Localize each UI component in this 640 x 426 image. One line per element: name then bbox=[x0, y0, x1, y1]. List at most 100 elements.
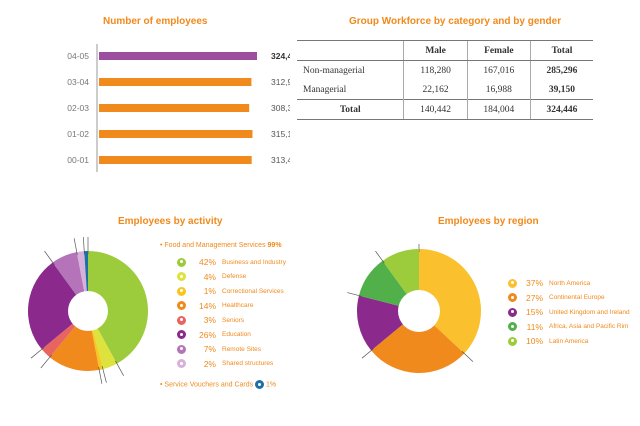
bar-value-label: 312,975 bbox=[271, 77, 290, 87]
legend-label: Healthcare bbox=[222, 302, 254, 309]
bar bbox=[99, 52, 257, 60]
legend-dot-icon bbox=[177, 359, 186, 368]
legend-label: Latin America bbox=[549, 337, 589, 345]
legend-label: Education bbox=[222, 331, 251, 338]
legend-item: 26% Education bbox=[177, 329, 251, 341]
pie-leader-line bbox=[375, 250, 385, 264]
region-pie-chart bbox=[347, 244, 481, 373]
legend-item: 10% Latin America bbox=[508, 335, 588, 347]
bullet-icon: • bbox=[160, 242, 163, 249]
row-label: Managerial bbox=[303, 84, 347, 95]
pie-leader-line bbox=[83, 237, 85, 255]
total-label: Total bbox=[297, 99, 404, 120]
bar-category-label: 00-01 bbox=[67, 155, 89, 165]
table-row: Managerial 22,162 16,988 39,150 bbox=[297, 80, 593, 100]
cell-male: 22,162 bbox=[403, 80, 468, 100]
legend-item: 42% Business and Industry bbox=[177, 256, 286, 268]
cell-male: 118,280 bbox=[403, 60, 468, 80]
legend-pct: 4% bbox=[203, 271, 216, 282]
legend-dot-icon bbox=[177, 257, 186, 267]
activity-footer-label: Service Vouchers and Cards bbox=[164, 381, 254, 389]
workforce-table: Male Female Total Non-managerial 118,280… bbox=[297, 40, 593, 120]
bar-category-label: 03-04 bbox=[67, 77, 89, 87]
pie-slice bbox=[371, 311, 465, 373]
legend-label: Africa, Asia and Pacific Rim bbox=[549, 323, 629, 330]
legend-item: 11% Africa, Asia and Pacific Rim bbox=[508, 321, 628, 333]
bar-category-label: 01-02 bbox=[67, 129, 89, 139]
legend-item: 27% Continental Europe bbox=[508, 292, 605, 304]
legend-label: Business and Industry bbox=[222, 258, 286, 266]
pie-leader-line bbox=[40, 354, 52, 369]
legend-dot-icon bbox=[177, 272, 186, 281]
legend-dot-icon bbox=[508, 322, 517, 331]
legend-pct: 15% bbox=[525, 307, 543, 317]
activity-header-pct: 99% bbox=[267, 242, 282, 249]
bullet-icon: • bbox=[160, 381, 163, 389]
table-row: Non-managerial 118,280 167,016 285,296 bbox=[297, 60, 593, 80]
pie-leader-line bbox=[361, 348, 374, 359]
activity-pie-chart bbox=[27, 237, 149, 384]
region-legend: 37% North America 27% Continental Europe 15%… bbox=[508, 277, 638, 357]
table-header-female: Female bbox=[466, 40, 531, 61]
bar bbox=[99, 104, 250, 112]
total-total: 324,446 bbox=[529, 99, 593, 120]
activity-footer-pct: 1% bbox=[266, 381, 277, 389]
cell-female: 167,016 bbox=[466, 60, 531, 80]
bar-value-label: 324,446 bbox=[271, 51, 290, 61]
legend-label: Seniors bbox=[222, 316, 245, 324]
legend-dot-icon bbox=[177, 301, 186, 310]
pie-slice bbox=[419, 249, 481, 354]
cell-total: 39,150 bbox=[529, 80, 593, 100]
legend-dot-icon bbox=[508, 336, 517, 346]
pie-leader-line bbox=[44, 250, 55, 266]
bar-category-label: 02-03 bbox=[67, 103, 89, 113]
legend-item: 1% Correctional Services bbox=[177, 285, 284, 297]
bar bbox=[99, 130, 253, 138]
legend-pct: 10% bbox=[525, 336, 543, 346]
total-female: 184,004 bbox=[466, 99, 531, 120]
table-header-empty bbox=[297, 40, 404, 61]
legend-dot-icon bbox=[508, 307, 517, 317]
bar bbox=[99, 156, 252, 164]
legend-pct: 14% bbox=[198, 300, 216, 311]
legend-dot-icon bbox=[255, 380, 265, 389]
legend-item: 37% North America bbox=[508, 277, 590, 289]
legend-item: 14% Healthcare bbox=[177, 300, 253, 312]
legend-dot-icon bbox=[177, 344, 186, 354]
legend-label: Remote Sites bbox=[222, 345, 262, 353]
pie-hole bbox=[68, 291, 108, 331]
cell-female: 16,988 bbox=[466, 80, 531, 100]
pie-leader-line bbox=[115, 360, 124, 377]
legend-item: 4% Defense bbox=[177, 271, 246, 283]
legend-dot-icon bbox=[508, 293, 517, 302]
legend-dot-icon bbox=[508, 278, 517, 288]
legend-pct: 7% bbox=[203, 344, 216, 354]
table-header-total: Total bbox=[529, 40, 593, 61]
pie-leader-line bbox=[347, 292, 362, 297]
legend-pct: 2% bbox=[203, 358, 216, 369]
pie-leader-line bbox=[73, 238, 78, 256]
table-total-row: Total 140,442 184,004 324,446 bbox=[297, 99, 593, 120]
legend-pct: 3% bbox=[203, 315, 216, 325]
activity-legend: 42% Business and Industry 4% Defense 1% Corre… bbox=[177, 256, 377, 376]
table-header-male: Male bbox=[403, 40, 468, 61]
pie-leader-line bbox=[30, 347, 45, 359]
legend-label: Continental Europe bbox=[549, 294, 605, 301]
legend-dot-icon bbox=[177, 330, 186, 339]
activity-header-label: Food and Management Services bbox=[164, 242, 266, 249]
row-label: Non-managerial bbox=[303, 65, 365, 76]
workforce-table-title: Group Workforce by category and by gende… bbox=[349, 16, 562, 27]
bar-value-label: 315,141 bbox=[271, 129, 290, 139]
legend-label: Shared structures bbox=[222, 360, 274, 367]
legend-label: United Kingdom and Ireland bbox=[549, 308, 630, 316]
pie-leader-line bbox=[461, 351, 474, 362]
legend-label: North America bbox=[549, 279, 591, 287]
legend-pct: 26% bbox=[198, 329, 216, 340]
legend-dot-icon bbox=[177, 315, 186, 325]
legend-pct: 42% bbox=[198, 257, 216, 267]
total-male: 140,442 bbox=[403, 99, 468, 120]
legend-item: 15% United Kingdom and Ireland bbox=[508, 306, 630, 318]
bar-value-label: 308,385 bbox=[271, 103, 290, 113]
cell-total: 285,296 bbox=[529, 60, 593, 80]
region-chart-title: Employees by region bbox=[438, 216, 539, 227]
